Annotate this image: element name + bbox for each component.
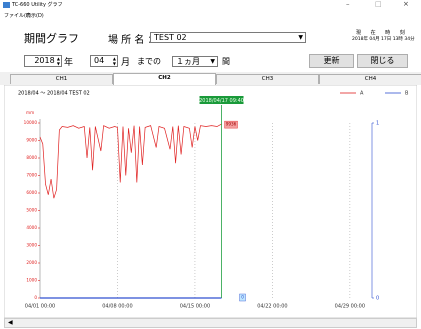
y-tick-label: 9000 — [26, 138, 37, 143]
spin-arrows: ▲ ▼ — [56, 56, 60, 66]
cursor-value-box — [224, 120, 238, 129]
year-value: 2018 — [34, 56, 55, 65]
window-title: TC-660 Utility グラフ — [12, 2, 63, 8]
year-spin[interactable]: 2018 ▲ ▼ — [24, 55, 62, 67]
spin-arrows: ▲ ▼ — [112, 56, 116, 66]
period-select[interactable]: １ヵ月 ▼ — [172, 56, 218, 67]
period-value: １ヵ月 — [176, 57, 200, 66]
y-tick-label: 0 — [34, 295, 37, 300]
year-unit: 年 — [64, 58, 74, 68]
y-tick-label: 6000 — [26, 190, 37, 195]
app-icon — [3, 2, 10, 8]
x-tick-label: 04/22 00:00 — [257, 304, 287, 310]
cursor-value: 0 — [241, 295, 244, 300]
menu-view[interactable]: 表示(D) — [26, 13, 44, 19]
cursor-label: 2018/04/17 09:40 — [199, 98, 244, 104]
page-title: 期間グラフ — [24, 32, 79, 45]
legend-label: A — [360, 91, 364, 97]
cursor-value-box — [239, 293, 246, 302]
now-value: 2018年 04月 17日 13時 34分 — [352, 37, 415, 42]
y2-tick-label: 0 — [376, 296, 379, 302]
month-unit: 月 — [121, 58, 131, 68]
tab[interactable]: CH1 — [10, 74, 113, 84]
scrollbar[interactable]: ◀ — [4, 318, 417, 328]
menu-file[interactable]: ファイル(F) — [4, 13, 31, 19]
y-tick-label: 3000 — [26, 243, 37, 248]
location-label: 場 所 名 ： — [108, 35, 158, 46]
dropdown-arrow: ▼ — [210, 58, 215, 65]
now-label: 現 在 時 刻 — [356, 30, 409, 36]
legend-label: B — [405, 91, 409, 97]
chart-title: 2018/04 ～ 2018/04 TEST 02 — [18, 91, 90, 97]
series-line — [39, 123, 222, 199]
refresh-button[interactable]: 更新 — [309, 54, 354, 68]
y-tick-label: 8000 — [26, 155, 37, 160]
location-select[interactable]: TEST 02 ▼ — [150, 32, 306, 43]
x-tick-label: 04/08 00:00 — [102, 304, 132, 310]
tab[interactable]: CH3 — [216, 74, 319, 84]
until-label: までの — [137, 57, 161, 66]
y-tick-label: 4000 — [26, 225, 37, 230]
tab[interactable]: CH4 — [319, 74, 421, 84]
cursor-label-box — [199, 96, 244, 104]
maximize-button[interactable]: □ — [375, 0, 382, 8]
y-tick-label: 10000 — [24, 120, 38, 125]
y-axis-label: mm — [26, 110, 34, 115]
y-tick-label: 2000 — [26, 260, 37, 265]
location-value: TEST 02 — [154, 33, 187, 42]
y2-tick-label: 1 — [376, 121, 379, 127]
scroll-left-arrow[interactable]: ◀ — [8, 319, 13, 326]
x-tick-label: 04/01 00:00 — [25, 304, 55, 310]
y-tick-label: 5000 — [26, 208, 37, 213]
period-unit: 間 — [222, 57, 230, 66]
close-button[interactable]: × — [403, 0, 409, 8]
y-tick-label: 1000 — [26, 278, 37, 283]
chart-panel — [4, 85, 417, 318]
y-tick-label: 7000 — [26, 173, 37, 178]
x-tick-label: 04/29 00:00 — [335, 304, 365, 310]
cursor-value: 9936 — [226, 122, 237, 127]
month-spin[interactable]: 04 ▲ ▼ — [90, 55, 118, 67]
dropdown-arrow: ▼ — [298, 34, 303, 41]
x-tick-label: 04/15 00:00 — [180, 304, 210, 310]
month-value: 04 — [94, 56, 105, 65]
tab-selected[interactable]: CH2 — [113, 73, 216, 85]
chart: 2018/04 ～ 2018/04 TEST 02 04/01 00:00 04/… — [4, 85, 417, 318]
minimize-button[interactable]: – — [346, 0, 350, 8]
close-window-button[interactable]: 閉じる — [357, 54, 408, 68]
